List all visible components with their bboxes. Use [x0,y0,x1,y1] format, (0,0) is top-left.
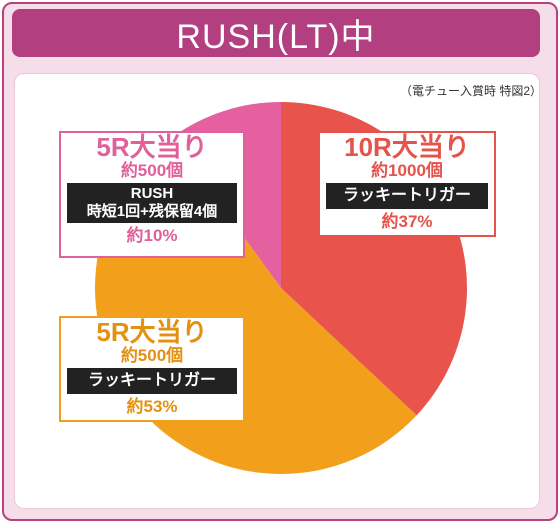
label-5r-lucky: 5R大当り 約500個 ラッキートリガー 約53% [59,316,245,422]
label-5r-lucky-badge: ラッキートリガー [67,368,237,394]
label-5r-rush-name: 5R大当り [96,132,208,162]
label-5r-rush-percent: 約10% [126,226,178,245]
label-5r-rush-badge-line1: RUSH [130,185,174,202]
label-10r: 10R大当り 約1000個 ラッキートリガー 約37% [318,131,496,237]
label-10r-percent: 約37% [381,212,433,231]
chart-title: RUSH(LT)中 [12,9,540,57]
label-5r-rush: 5R大当り 約500個 RUSH 時短1回+残保留4個 約10% [59,131,245,258]
label-5r-lucky-percent: 約53% [126,397,178,416]
label-5r-rush-badge-line2: 時短1回+残保留4個 [86,203,218,220]
label-5r-lucky-name: 5R大当り [96,317,208,347]
label-10r-name: 10R大当り [344,132,470,162]
chart-note: （電チュー入賞時 特図2） [399,84,542,98]
label-5r-rush-prize: 約500個 [120,161,184,180]
label-5r-lucky-prize: 約500個 [120,346,184,365]
label-5r-rush-badge: RUSH 時短1回+残保留4個 [67,183,237,223]
label-10r-prize: 約1000個 [371,161,443,180]
label-10r-badge: ラッキートリガー [326,183,488,209]
